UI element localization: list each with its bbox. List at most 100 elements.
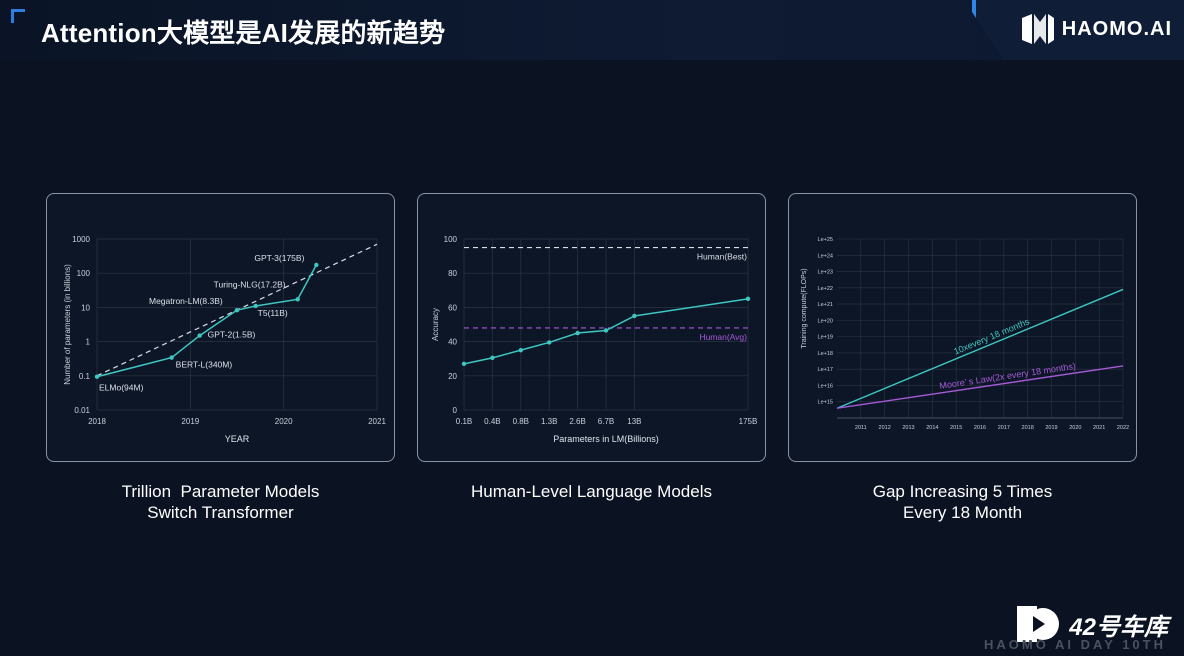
y-tick-label: Le+24 (818, 253, 833, 259)
caption-2-line1: Human-Level Language Models (471, 482, 712, 501)
point-label: Turing-NLG(17.2B) (214, 279, 286, 289)
y-tick-label: Le+25 (818, 237, 833, 243)
data-point (632, 313, 637, 319)
data-point (169, 355, 174, 360)
y-tick-label: Le+15 (818, 400, 833, 406)
accuracy-chart: 100 80 60 40 20 0 0.1B 0.4B 0.8B 1.3B 2.6B 6.7B 13B 1… (431, 235, 758, 444)
caption-1-line2: Switch Transformer (147, 503, 294, 522)
parameters-chart: 1000 100 10 1 0.1 0.01 2018 2019 2020 2021 YEAR Num… (63, 235, 386, 444)
x-tick-label: 0.4B (484, 417, 500, 426)
caption-1: Trillion Parameter Models Switch Transfo… (46, 481, 395, 523)
garage-logo-icon (1017, 606, 1060, 642)
x-tick-label: 2019 (181, 417, 199, 426)
x-tick-label: 2015 (950, 425, 962, 431)
y-tick-label: 0.01 (74, 406, 90, 415)
series-line (836, 288, 1124, 409)
y-tick-label: Le+19 (818, 335, 833, 341)
haomo-logo: HAOMO.AI (1020, 12, 1172, 46)
x-tick-label: 0.8B (513, 417, 529, 426)
x-tick-label: 2018 (1022, 425, 1034, 431)
x-tick-label: 2013 (902, 425, 914, 431)
corner-bracket-icon (11, 9, 25, 23)
point-label: Megatron-LM(8.3B) (149, 296, 223, 306)
header-bar: Attention大模型是AI发展的新趋势 HAOMO.AI (0, 0, 1184, 60)
y-tick-label: 100 (444, 235, 458, 244)
y-tick-label: Le+20 (818, 318, 833, 324)
y-tick-label: 60 (448, 303, 457, 312)
point-label: GPT-2(1.5B) (208, 330, 256, 340)
x-tick-label: 2016 (974, 425, 986, 431)
data-point (94, 374, 100, 379)
header-stripe (964, 0, 1184, 60)
x-axis-label: YEAR (225, 434, 250, 444)
logo-text: HAOMO.AI (1061, 17, 1172, 40)
haomo-logo-icon (1021, 14, 1054, 44)
x-tick-label: 2020 (275, 417, 293, 426)
x-tick-label: 0.1B (456, 417, 472, 426)
data-point (253, 303, 258, 309)
series-line (463, 298, 749, 365)
x-tick-label: 2020 (1069, 425, 1081, 431)
y-tick-label: Le+22 (818, 286, 833, 292)
y-tick-label: Le+17 (818, 367, 833, 373)
y-tick-label: 40 (448, 338, 457, 347)
y-tick-label: 1000 (72, 235, 90, 244)
data-point (547, 340, 552, 345)
x-tick-label: 2022 (1117, 425, 1129, 431)
caption-3: Gap Increasing 5 Times Every 18 Month (788, 481, 1137, 523)
y-tick-label: 0 (453, 406, 458, 415)
y-tick-label: Le+21 (818, 302, 833, 308)
y-tick-label: Le+23 (818, 270, 833, 276)
y-tick-label: Le+16 (818, 383, 833, 389)
point-label: T5(11B) (258, 308, 288, 318)
data-point (603, 328, 609, 333)
data-point (234, 307, 240, 313)
page-title: Attention大模型是AI发展的新趋势 (41, 18, 446, 48)
y-tick-label: 100 (77, 269, 91, 278)
data-point (518, 347, 523, 353)
x-tick-label: 2.6B (569, 417, 585, 426)
data-point (197, 333, 202, 338)
x-tick-label: 2021 (1093, 425, 1105, 431)
y-tick-label: 10 (81, 303, 90, 312)
x-axis-label: Parameters in LM(Billions) (553, 434, 659, 444)
x-tick-label: 175B (739, 417, 758, 426)
series-line (836, 365, 1124, 409)
x-tick-label: 1.3B (541, 417, 557, 426)
y-tick-label: 20 (448, 372, 457, 381)
x-tick-label: 2017 (998, 425, 1010, 431)
data-point (745, 296, 751, 302)
x-tick-label: 2011 (855, 425, 867, 431)
point-label: GPT-3(175B) (254, 253, 304, 263)
chart-panel-accuracy: 100 80 60 40 20 0 0.1B 0.4B 0.8B 1.3B 2.6B 6.7B 13B 1… (417, 193, 766, 462)
x-tick-label: 2014 (926, 425, 938, 431)
data-point (575, 330, 580, 336)
data-point (490, 355, 495, 361)
x-tick-label: 2012 (879, 425, 891, 431)
y-tick-label: Le+18 (818, 351, 833, 357)
reference-label: Human(Best) (697, 252, 747, 262)
compute-chart: Le+25 Le+24 Le+23 Le+22 Le+21 Le+20 Le+19 Le+18… (801, 237, 1129, 431)
y-tick-label: 1 (86, 338, 91, 347)
data-point (461, 361, 467, 367)
y-axis-label: Training compute(FLOPs) (801, 268, 808, 348)
watermark-text: 42号车库 (1069, 613, 1168, 641)
x-tick-label: 13B (627, 417, 641, 426)
caption-3-line2: Every 18 Month (902, 503, 1023, 522)
y-tick-label: 80 (448, 269, 457, 278)
point-label: ELMo(94M) (99, 383, 144, 393)
x-tick-label: 2021 (368, 417, 386, 426)
garage-watermark: 42号车库 (1015, 602, 1168, 646)
y-axis-label: Accuracy (431, 308, 440, 341)
chart-panel-compute: Le+25 Le+24 Le+23 Le+22 Le+21 Le+20 Le+19 Le+18… (788, 193, 1137, 462)
x-tick-label: 6.7B (598, 417, 614, 426)
caption-1-line1: Trillion Parameter Models (121, 482, 320, 501)
caption-3-line1: Gap Increasing 5 Times (872, 482, 1053, 501)
watermark-subtext: HAOMO AI DAY 10TH (984, 637, 1166, 652)
point-label: BERT-L(340M) (176, 360, 233, 370)
chart-panel-parameters: 1000 100 10 1 0.1 0.01 2018 2019 2020 2021 YEAR Num… (46, 193, 395, 462)
reference-label: Human(Avg) (699, 332, 747, 342)
x-tick-label: 2019 (1045, 425, 1057, 431)
data-point (314, 262, 319, 268)
x-tick-label: 2018 (88, 417, 106, 426)
